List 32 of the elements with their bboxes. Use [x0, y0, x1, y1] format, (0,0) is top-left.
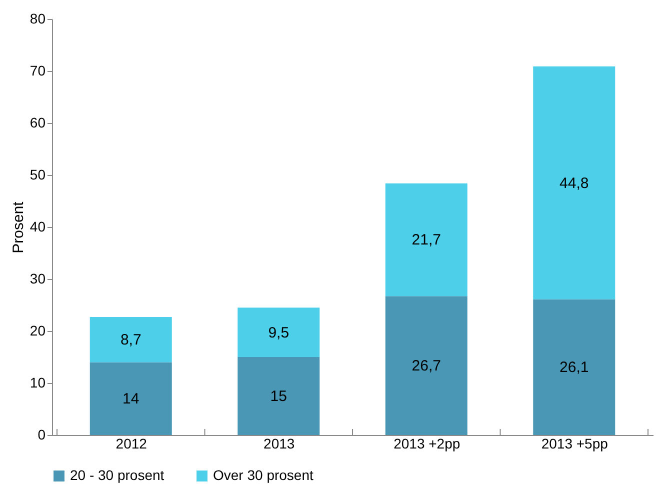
y-tick-label: 50 — [30, 166, 46, 182]
y-tick-label: 60 — [30, 114, 46, 130]
data-label: 21,7 — [412, 232, 441, 249]
bar — [90, 316, 172, 362]
data-label: 15 — [270, 388, 287, 405]
data-label: 8,7 — [120, 332, 142, 349]
x-tick-label: 2013 +5pp — [541, 436, 608, 452]
bar — [385, 296, 468, 435]
y-tick-label: 30 — [30, 270, 46, 286]
bar — [385, 183, 468, 296]
bar — [533, 299, 616, 435]
legend-label: Over 30 prosent — [213, 467, 314, 483]
bar — [238, 308, 320, 357]
legend-label: 20 - 30 prosent — [70, 467, 164, 483]
bar — [238, 357, 320, 435]
y-tick-label: 0 — [38, 426, 46, 442]
y-tick-label: 20 — [30, 322, 46, 338]
x-tick-label: 2013 +2pp — [394, 436, 460, 452]
y-tick-label: 70 — [30, 62, 46, 78]
bar — [533, 66, 616, 300]
data-label: 26,7 — [412, 358, 441, 375]
data-label: 44,8 — [560, 174, 589, 192]
bar — [90, 362, 172, 435]
data-label: 14 — [122, 390, 140, 408]
y-axis-title: Prosent — [10, 200, 27, 254]
y-tick-label: 40 — [30, 218, 46, 234]
x-tick-label: 2012 — [116, 436, 148, 452]
y-tick-label: 80 — [30, 10, 46, 26]
y-tick-label: 10 — [30, 374, 46, 390]
data-label: 26,1 — [560, 359, 589, 376]
data-label: 9,5 — [268, 324, 290, 342]
x-tick-label: 2013 — [264, 436, 295, 452]
